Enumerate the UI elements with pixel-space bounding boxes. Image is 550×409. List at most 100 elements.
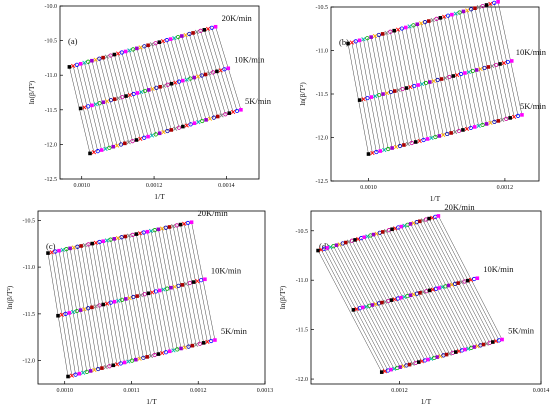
series-label: 10K/min (211, 265, 242, 275)
data-marker (480, 3, 485, 9)
isoconversion-line (417, 24, 440, 137)
data-marker (445, 13, 451, 18)
data-marker (209, 25, 214, 30)
isoconversion-line (444, 16, 468, 129)
data-marker (137, 231, 143, 236)
data-marker (386, 298, 391, 304)
data-marker (223, 112, 228, 117)
data-marker (361, 96, 366, 102)
data-marker (176, 34, 181, 40)
data-marker (389, 298, 394, 302)
data-marker (127, 295, 132, 301)
data-marker (200, 118, 205, 124)
data-marker (390, 227, 394, 232)
data-marker (95, 149, 100, 154)
data-marker (409, 140, 414, 146)
y-tick-label: -11.0 (45, 73, 57, 79)
isoconversion-line (327, 247, 392, 370)
isoconversion-line (470, 9, 495, 122)
data-marker (124, 297, 128, 301)
panel-label: (c) (46, 241, 56, 251)
isoconversion-line (447, 15, 472, 128)
data-marker (165, 82, 170, 87)
data-marker (92, 367, 97, 373)
data-marker (451, 74, 456, 78)
isoconversion-line (438, 215, 503, 340)
isoconversion-line (351, 240, 416, 364)
data-marker (114, 362, 120, 367)
data-marker (183, 32, 188, 38)
data-marker (181, 124, 185, 129)
data-marker (154, 85, 159, 90)
data-marker (357, 306, 362, 311)
isoconversion-line (166, 40, 191, 125)
y-tick-label: -10.5 (316, 5, 329, 11)
data-marker (419, 81, 425, 87)
data-marker (165, 286, 170, 291)
data-marker (112, 52, 117, 57)
data-marker (172, 284, 177, 289)
isoconversion-line (405, 27, 428, 140)
data-marker (78, 106, 83, 111)
data-marker (433, 134, 438, 140)
chart-svg: 0.0012 0.0014 -12.0 -11.5 -11.0 -10.5 1/T ln(β/… (278, 204, 549, 406)
isoconversion-line (490, 3, 515, 117)
data-marker (146, 43, 150, 48)
data-marker (68, 246, 72, 251)
y-tick-label: -11.0 (316, 49, 328, 55)
data-marker (447, 74, 452, 80)
data-marker (86, 306, 91, 311)
panel-label: (a) (68, 36, 78, 46)
data-marker (84, 369, 89, 374)
isoconversion-line (425, 219, 490, 343)
data-marker (438, 16, 443, 20)
data-marker (116, 96, 121, 101)
panel-label: (d) (319, 241, 329, 251)
data-marker (392, 89, 397, 93)
isoconversion-line (84, 62, 106, 149)
data-marker (437, 134, 442, 138)
isoconversion-line (419, 221, 484, 345)
data-marker (134, 232, 139, 236)
data-marker (403, 25, 408, 30)
data-marker (67, 65, 72, 69)
data-marker (180, 34, 184, 38)
data-marker (478, 66, 483, 72)
data-marker (74, 308, 79, 314)
data-marker (167, 349, 172, 354)
data-marker (153, 132, 158, 137)
data-marker (77, 371, 82, 376)
data-marker (353, 238, 357, 242)
data-marker (188, 76, 193, 81)
data-marker (432, 355, 437, 361)
data-marker (325, 246, 330, 250)
data-marker (71, 63, 76, 68)
data-marker (400, 86, 405, 92)
data-marker (396, 87, 401, 93)
data-marker (165, 128, 170, 134)
plot-frame (37, 210, 266, 385)
data-marker (112, 97, 117, 101)
data-marker (425, 137, 430, 141)
chart-svg: 0.0010 0.0012 -12.5 -12.0 -11.5 -11.0 -10.5 1/T… (298, 0, 547, 203)
data-marker (173, 80, 178, 85)
data-marker (359, 236, 364, 241)
data-marker (90, 241, 94, 246)
isoconversion-line (121, 237, 144, 358)
data-marker (408, 222, 413, 226)
data-marker (486, 65, 491, 69)
data-marker (63, 311, 68, 316)
data-marker (468, 125, 473, 131)
data-marker (192, 75, 196, 80)
series-label: 5K/min (245, 96, 272, 106)
y-tick-label: -12.5 (316, 179, 329, 185)
isoconversion-line (317, 250, 382, 373)
data-marker (353, 39, 358, 44)
y-axis-label: ln(β/T²) (278, 285, 287, 309)
x-axis-label: 1/T (421, 397, 432, 406)
series-label: 20K/min (222, 13, 253, 23)
data-marker (414, 220, 419, 225)
isoconversion-line (88, 244, 110, 367)
data-marker (97, 239, 102, 245)
y-tick-label: -11.5 (296, 328, 308, 334)
